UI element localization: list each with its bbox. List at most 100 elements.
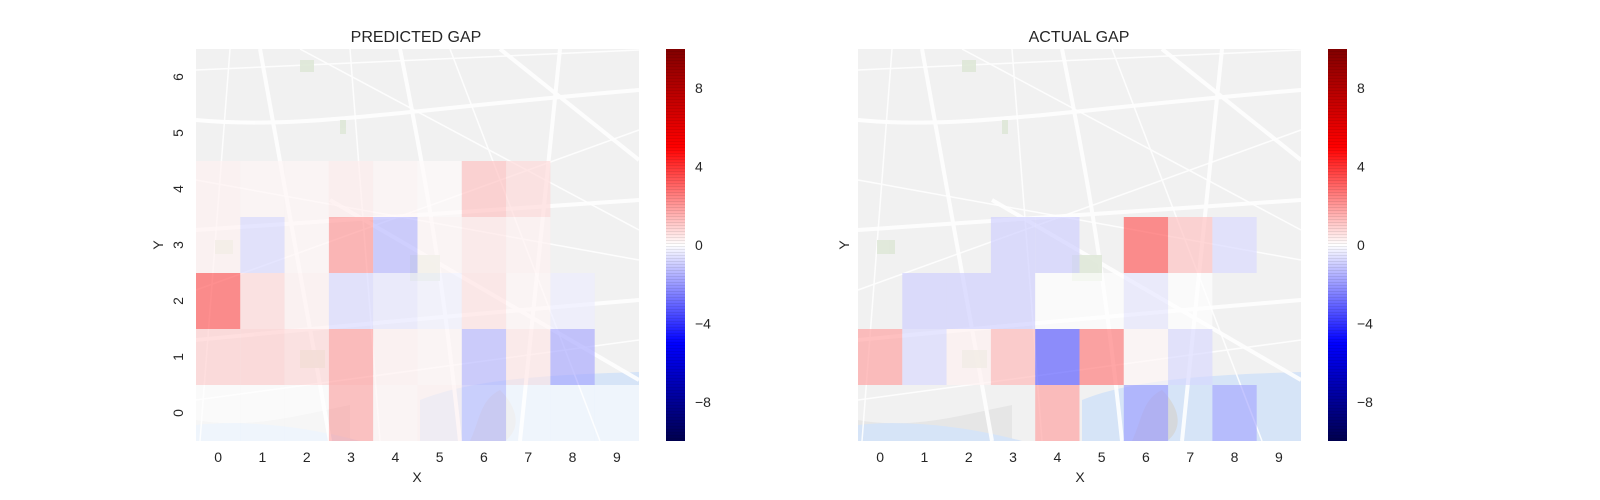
predicted-gap-panel: PREDICTED GAP [150, 29, 711, 485]
x-tick-label: 6 [1142, 449, 1150, 465]
colorbar: −8 −4 0 4 8 [666, 49, 711, 441]
heatmap-cell [506, 217, 551, 273]
heatmap-cell [240, 385, 285, 441]
x-tick-label: 5 [1098, 449, 1106, 465]
heatmap-cell [328, 161, 374, 217]
x-tick-label: 3 [1009, 449, 1017, 465]
heatmap-cell [594, 385, 639, 441]
colorbar-tick-label: 4 [1357, 159, 1365, 175]
colorbar-tick-label: 0 [1357, 237, 1365, 253]
heatmap-cell [417, 273, 462, 329]
heatmap-cell [902, 329, 947, 385]
heatmap-cell [1079, 329, 1124, 385]
chart-title: PREDICTED GAP [351, 29, 482, 46]
x-ticks: 0 1 2 3 4 5 6 7 8 9 [876, 449, 1283, 465]
heatmap-cell [417, 161, 462, 217]
x-tick-label: 8 [569, 449, 577, 465]
heatmap-cell [1123, 273, 1169, 329]
heatmap-cell [990, 217, 1036, 273]
heatmap-cell [550, 273, 595, 329]
heatmap-cell [240, 329, 285, 385]
y-tick-label: 2 [170, 297, 186, 305]
heatmap-cell [240, 161, 285, 217]
heatmap-cell [550, 329, 595, 385]
heatmap-cell [1035, 385, 1080, 441]
heatmap-cell [328, 385, 374, 441]
x-tick-label: 6 [480, 449, 488, 465]
heatmap-cell [284, 161, 329, 217]
heatmap-cell [461, 217, 507, 273]
x-tick-label: 7 [524, 449, 532, 465]
heatmap-cell [284, 273, 329, 329]
y-ticks: 0 1 2 3 4 5 6 [170, 73, 186, 417]
heatmap-cell [858, 329, 903, 385]
colorbar: −8 −4 0 4 8 [1328, 49, 1373, 441]
heatmap-cell [506, 329, 551, 385]
heatmap-cell [1079, 273, 1124, 329]
colorbar-ticks: −8 −4 0 4 8 [695, 80, 711, 410]
x-tick-label: 4 [391, 449, 399, 465]
heatmap-cell [417, 217, 462, 273]
y-tick-label: 3 [170, 241, 186, 249]
heatmap-cell [196, 385, 241, 441]
x-axis-label: X [1075, 469, 1085, 485]
heatmap-cells [858, 217, 1257, 441]
heatmap-cell [417, 385, 462, 441]
heatmap-cell [461, 161, 507, 217]
x-tick-label: 9 [1275, 449, 1283, 465]
colorbar-ticks: −8 −4 0 4 8 [1357, 80, 1373, 410]
y-tick-label: 1 [170, 353, 186, 361]
y-axis-label: Y [150, 240, 166, 250]
heatmap-cell [506, 385, 551, 441]
x-tick-label: 5 [436, 449, 444, 465]
heatmap-cell [328, 329, 374, 385]
heatmap-cell [328, 217, 374, 273]
heatmap-cell [196, 329, 241, 385]
colorbar-tick-label: −4 [695, 315, 711, 331]
heatmap-cell [1168, 217, 1213, 273]
x-axis-label: X [412, 469, 422, 485]
heatmap-cell [1212, 217, 1257, 273]
x-tick-label: 2 [303, 449, 311, 465]
heatmap-cell [946, 273, 991, 329]
heatmap-cell [1035, 273, 1080, 329]
heatmap-cells [196, 161, 639, 441]
y-tick-label: 0 [170, 409, 186, 417]
heatmap-cell [990, 329, 1036, 385]
heatmap-cell [1035, 329, 1080, 385]
x-tick-label: 2 [965, 449, 973, 465]
x-tick-label: 8 [1231, 449, 1239, 465]
heatmap-cell [461, 273, 507, 329]
x-tick-label: 9 [613, 449, 621, 465]
heatmap-cell [196, 161, 241, 217]
heatmap-cell [1123, 329, 1169, 385]
heatmap-cell [373, 161, 418, 217]
heatmap-cell [240, 217, 285, 273]
heatmap-cell [461, 385, 507, 441]
colorbar-tick-label: 4 [695, 159, 703, 175]
heatmap-cell [1035, 217, 1080, 273]
colorbar-tick-label: 8 [695, 80, 703, 96]
heatmap-cell [902, 273, 947, 329]
heatmap-cell [461, 329, 507, 385]
heatmap-cell [196, 217, 241, 273]
x-tick-label: 7 [1186, 449, 1194, 465]
colorbar-tick-label: 8 [1357, 80, 1365, 96]
x-tick-label: 3 [347, 449, 355, 465]
heatmap-cell [284, 217, 329, 273]
x-tick-label: 0 [876, 449, 884, 465]
actual-gap-panel: ACTUAL GAP [836, 29, 1373, 485]
heatmap-cell [1168, 329, 1213, 385]
heatmap-cell [990, 273, 1036, 329]
heatmap-cell [196, 273, 241, 329]
heatmap-cell [1168, 273, 1213, 329]
heatmap-cell [506, 161, 551, 217]
y-tick-label: 5 [170, 129, 186, 137]
y-tick-label: 4 [170, 185, 186, 193]
heatmap-cell [373, 273, 418, 329]
heatmap-cell [240, 273, 285, 329]
y-axis-label: Y [836, 240, 852, 250]
heatmap-cell [550, 385, 595, 441]
x-ticks: 0 1 2 3 4 5 6 7 8 9 [214, 449, 621, 465]
